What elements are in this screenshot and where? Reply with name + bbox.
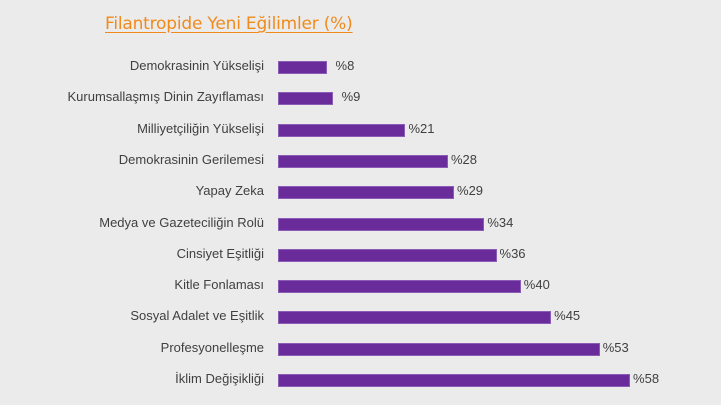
bar <box>278 280 521 294</box>
bar <box>278 123 406 137</box>
bar-row: Kitle Fonlaması %40 <box>0 277 721 294</box>
value-label: %40 <box>523 277 550 293</box>
bar-row: Profesyonelleşme %53 <box>0 339 721 357</box>
bar-row: Kurumsallaşmış Dinin Zayıflaması %9 <box>0 89 721 106</box>
bar <box>278 248 497 262</box>
bar <box>278 311 552 325</box>
category-label: Profesyonelleşme <box>160 339 264 355</box>
category-label: Kurumsallaşmış Dinin Zayıflaması <box>67 89 265 105</box>
category-label: İklim Değişikliği <box>175 371 264 386</box>
value-label: %45 <box>554 308 581 324</box>
category-label: Yapay Zeka <box>195 183 264 199</box>
bar-row: Medya ve Gazeteciliğin Rolü %34 <box>0 214 721 232</box>
category-label: Medya ve Gazeteciliğin Rolü <box>99 214 264 230</box>
bar-row: İklim Değişikliği %58 <box>0 371 721 388</box>
value-label: %21 <box>408 120 435 136</box>
chart-title: Filantropide Yeni Eğilimler (%) <box>105 14 353 34</box>
bar <box>278 154 448 168</box>
value-label: %36 <box>499 245 526 261</box>
bar-row: Sosyal Adalet ve Eşitlik %45 <box>0 308 721 325</box>
value-label: %34 <box>487 214 514 230</box>
category-label: Milliyetçiliğin Yükselişi <box>137 120 264 136</box>
bar-row: Cinsiyet Eşitliği %36 <box>0 245 721 263</box>
value-label: %53 <box>602 339 629 355</box>
value-label: %9 <box>341 89 361 105</box>
bar <box>278 61 327 74</box>
category-label: Demokrasinin Gerilemesi <box>118 151 264 167</box>
category-label: Cinsiyet Eşitliği <box>176 245 264 261</box>
bar <box>278 92 333 106</box>
bar-row: Demokrasinin Yükselişi %8 <box>0 58 721 75</box>
value-label: %29 <box>457 183 484 199</box>
category-label: Sosyal Adalet ve Eşitlik <box>130 308 264 324</box>
value-label: %58 <box>633 371 660 386</box>
value-label: %28 <box>450 151 477 167</box>
category-label: Demokrasinin Yükselişi <box>129 58 264 73</box>
bar-row: Milliyetçiliğin Yükselişi %21 <box>0 120 721 138</box>
category-label: Kitle Fonlaması <box>174 277 264 293</box>
bar-row: Yapay Zeka %29 <box>0 183 721 200</box>
bar-row: Demokrasinin Gerilemesi %28 <box>0 151 721 169</box>
bar <box>278 342 600 356</box>
bar <box>278 374 631 387</box>
bar <box>278 217 485 231</box>
bar <box>278 186 455 200</box>
value-label: %8 <box>335 58 355 73</box>
